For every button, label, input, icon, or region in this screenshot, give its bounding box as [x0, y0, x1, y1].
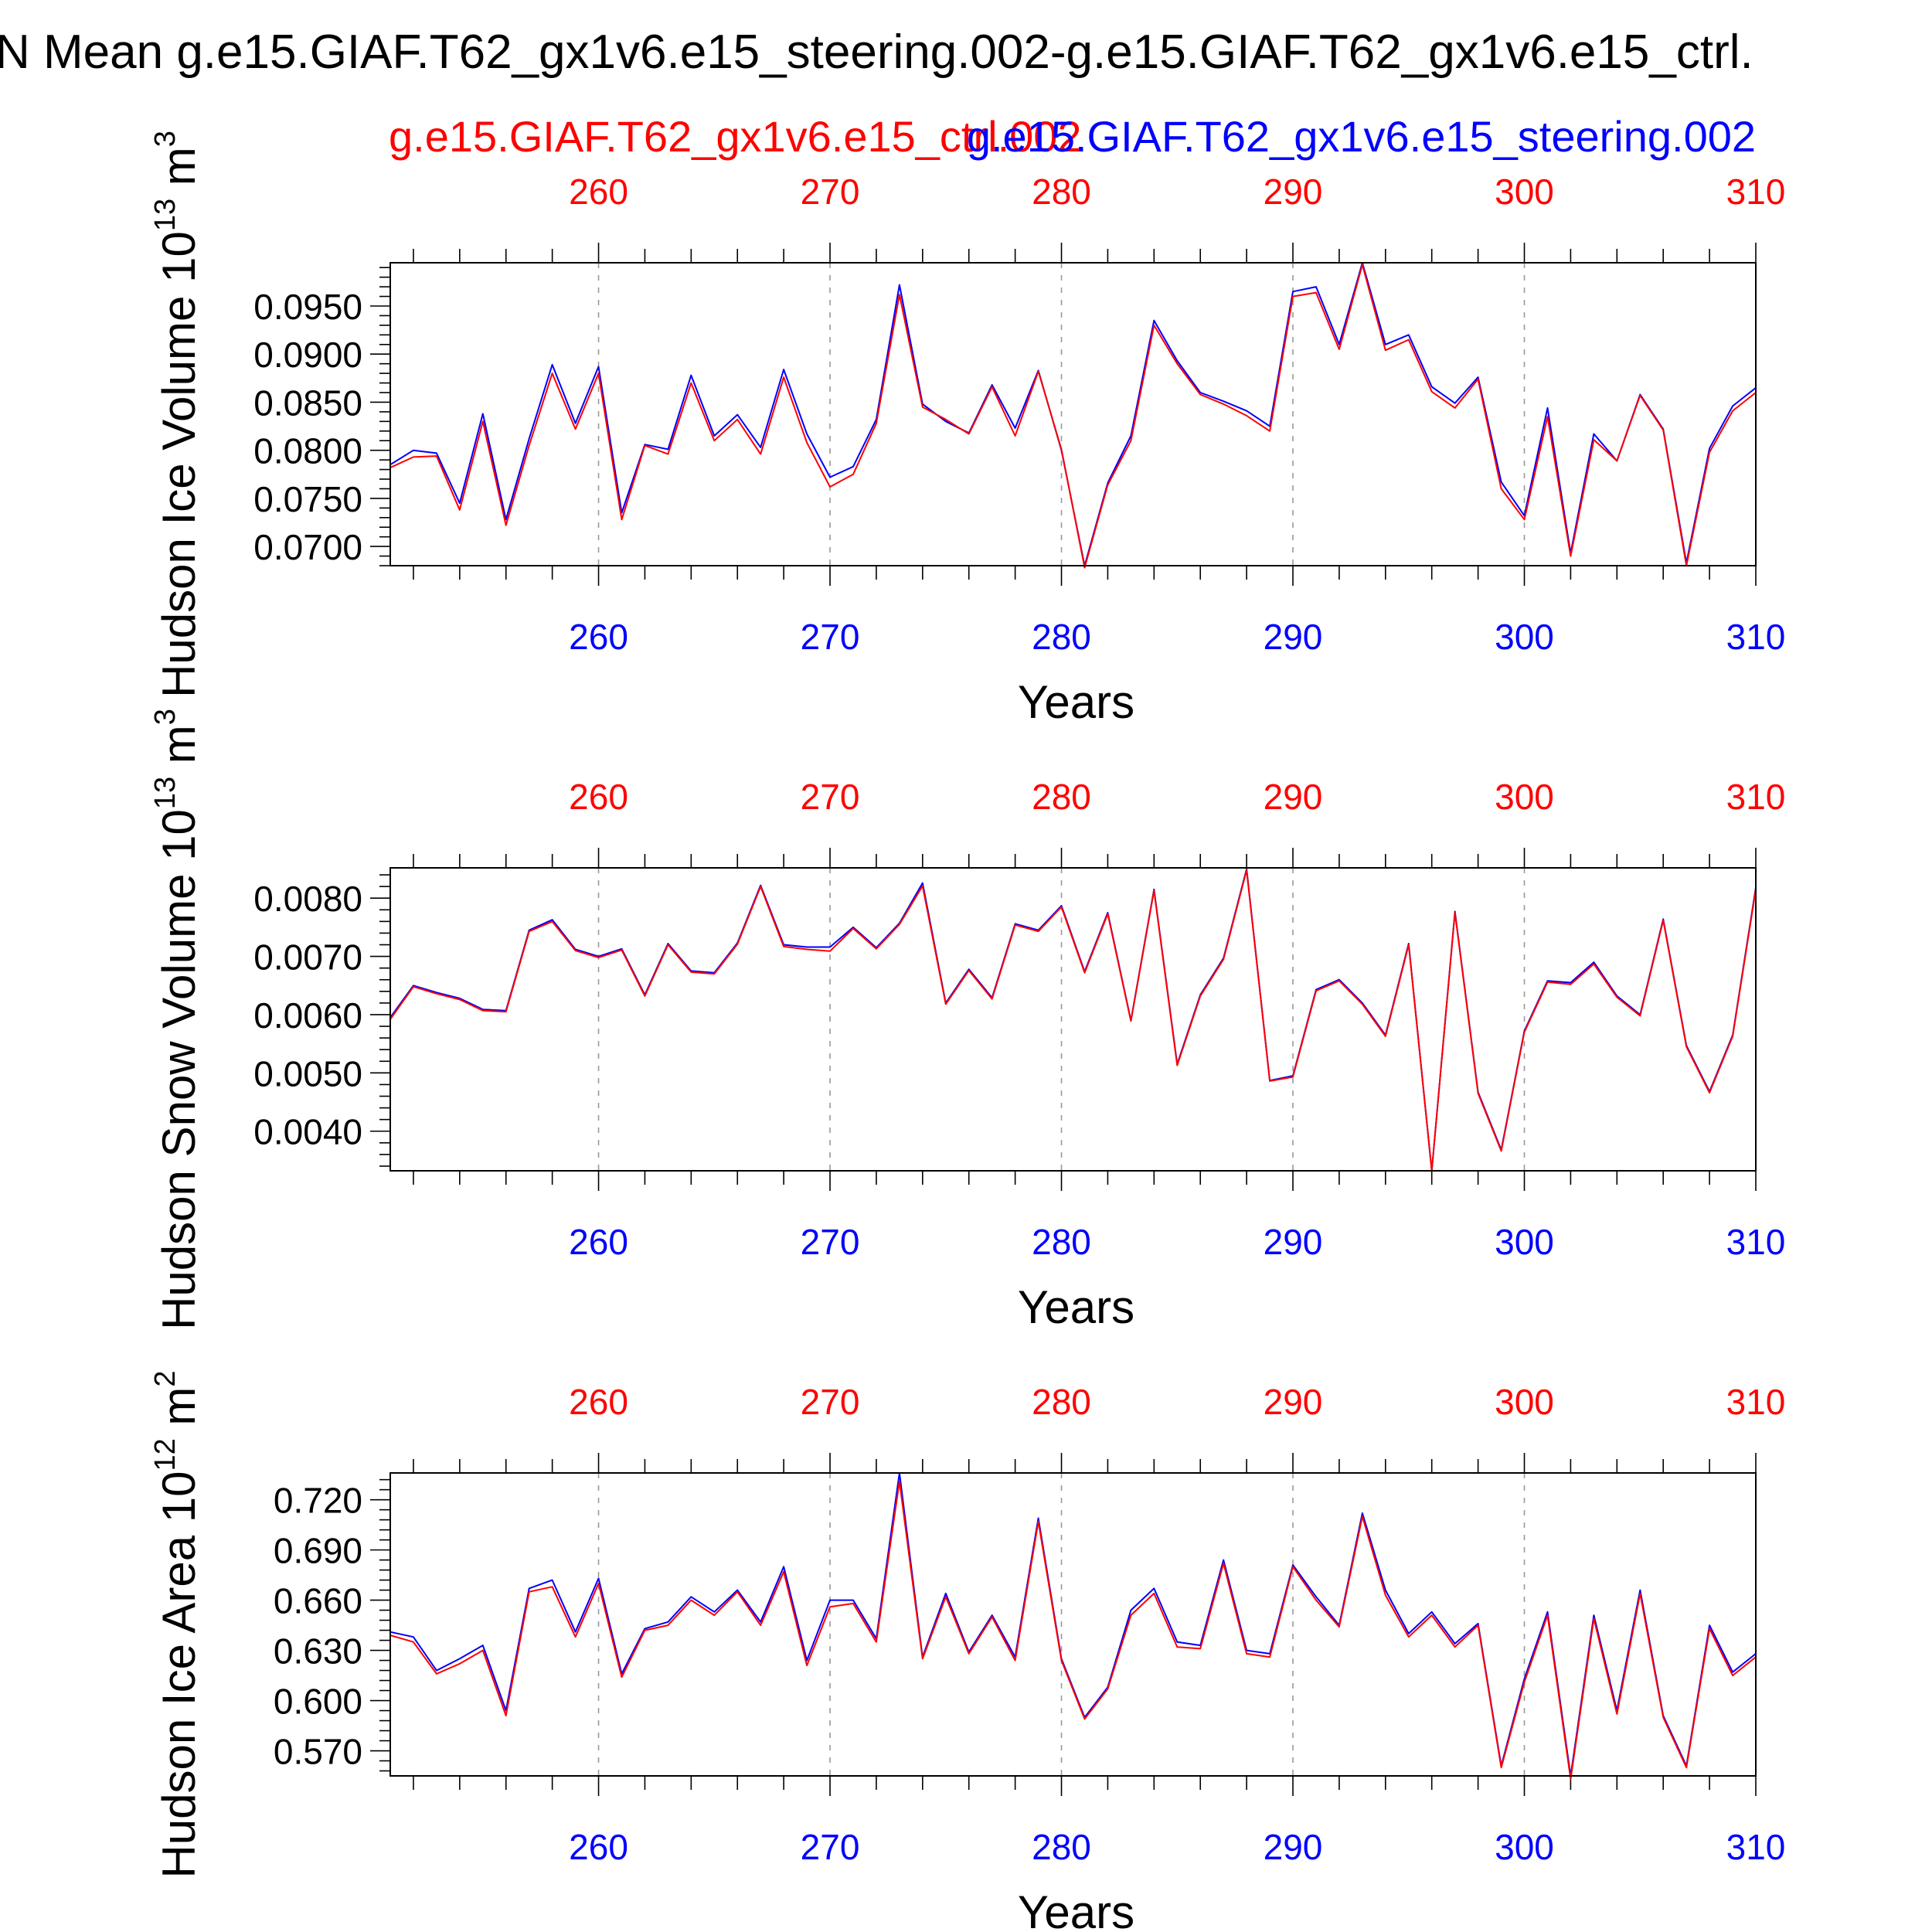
y-tick-label: 0.660 — [274, 1581, 362, 1621]
chart-panel-1: 0.0700 0.0750 0.0800 0.0850 0.0900 0.0950 260 2… — [149, 131, 1785, 728]
y-tick-label: 0.0080 — [253, 879, 362, 919]
x-tick-label-top: 270 — [801, 1382, 860, 1422]
x-tick-label-top: 260 — [569, 777, 628, 817]
x-tick-label-bottom: 290 — [1264, 1827, 1323, 1867]
x-tick-label-bottom: 280 — [1032, 617, 1091, 657]
x-tick-label-top: 300 — [1495, 172, 1554, 212]
x-tick-label-bottom: 260 — [569, 1222, 628, 1262]
x-tick-label-top: 260 — [569, 1382, 628, 1422]
x-tick-label-bottom: 310 — [1726, 617, 1786, 657]
x-tick-label-bottom: 270 — [801, 1827, 860, 1867]
x-tick-label-bottom: 300 — [1495, 1222, 1554, 1262]
y-tick-label: 0.0750 — [253, 479, 362, 519]
y-tick-label: 0.0070 — [253, 937, 362, 978]
x-tick-label-top: 280 — [1032, 172, 1091, 212]
x-tick-label-top: 290 — [1264, 777, 1323, 817]
x-tick-label-bottom: 310 — [1726, 1827, 1786, 1867]
x-tick-label-top: 270 — [801, 172, 860, 212]
x-tick-label-top: 280 — [1032, 777, 1091, 817]
y-tick-label: 0.0900 — [253, 335, 362, 375]
x-tick-label-top: 290 — [1264, 172, 1323, 212]
legend-ctrl-label: g.e15.GIAF.T62_gx1v6.e15_ctrl.002 — [389, 112, 1082, 161]
x-tick-label-top: 310 — [1726, 777, 1786, 817]
x-tick-label-top: 280 — [1032, 1382, 1091, 1422]
x-tick-label-top: 300 — [1495, 777, 1554, 817]
x-tick-label-bottom: 300 — [1495, 617, 1554, 657]
x-tick-label-top: 260 — [569, 172, 628, 212]
x-tick-label-bottom: 300 — [1495, 1827, 1554, 1867]
series-line-ctrl — [389, 264, 1757, 569]
x-axis-title: Years — [1018, 1281, 1134, 1333]
x-tick-label-top: 270 — [801, 777, 860, 817]
chart-panel-3: 0.570 0.600 0.630 0.660 0.690 0.720 260 260 270 2… — [149, 1370, 1785, 1932]
y-tick-label: 0.0700 — [253, 527, 362, 567]
y-axis-title: Hudson Ice Area 1012 m2 — [149, 1370, 205, 1878]
series-line-steering — [389, 868, 1757, 1172]
x-tick-label-bottom: 310 — [1726, 1222, 1786, 1262]
series-line-steering — [389, 262, 1757, 566]
x-tick-label-bottom: 290 — [1264, 1222, 1323, 1262]
y-tick-label: 0.0800 — [253, 431, 362, 471]
y-tick-label: 0.690 — [274, 1531, 362, 1571]
y-tick-label: 0.0060 — [253, 995, 362, 1036]
x-tick-label-bottom: 280 — [1032, 1827, 1091, 1867]
y-tick-label: 0.0950 — [253, 287, 362, 327]
y-axis-title: Hudson Snow Volume 1013 m3 — [149, 709, 205, 1330]
chart-panel-2: 0.0040 0.0050 0.0060 0.0070 0.0080 260 260 270 2… — [149, 709, 1785, 1333]
x-tick-label-top: 300 — [1495, 1382, 1554, 1422]
legend-steering-label: g.e15.GIAF.T62_gx1v6.e15_steering.002 — [967, 112, 1756, 161]
plot-frame — [389, 262, 1757, 566]
y-tick-label: 0.720 — [274, 1481, 362, 1521]
y-axis-title: Hudson Ice Volume 1013 m3 — [149, 131, 205, 698]
x-tick-label-bottom: 260 — [569, 617, 628, 657]
x-tick-label-bottom: 270 — [801, 617, 860, 657]
plot-frame — [389, 1472, 1757, 1777]
figure-title: N Mean g.e15.GIAF.T62_gx1v6.e15_steering… — [0, 26, 1753, 79]
x-axis-title: Years — [1018, 1886, 1134, 1932]
y-tick-label: 0.630 — [274, 1631, 362, 1672]
x-tick-label-bottom: 260 — [569, 1827, 628, 1867]
y-tick-label: 0.600 — [274, 1682, 362, 1722]
y-tick-label: 0.0040 — [253, 1112, 362, 1152]
panels: 0.0700 0.0750 0.0800 0.0850 0.0900 0.0950 260 2… — [149, 131, 1785, 1932]
y-tick-label: 0.0850 — [253, 383, 362, 423]
x-tick-label-top: 310 — [1726, 1382, 1786, 1422]
x-tick-label-bottom: 280 — [1032, 1222, 1091, 1262]
series-line-steering — [389, 1472, 1757, 1777]
plot-frame — [389, 867, 1757, 1172]
y-tick-label: 0.0050 — [253, 1053, 362, 1094]
x-tick-label-top: 310 — [1726, 172, 1786, 212]
x-tick-label-bottom: 270 — [801, 1222, 860, 1262]
x-tick-label-top: 290 — [1264, 1382, 1323, 1422]
x-axis-title: Years — [1018, 676, 1134, 728]
series-line-ctrl — [389, 869, 1757, 1172]
x-tick-label-bottom: 290 — [1264, 617, 1323, 657]
y-tick-label: 0.570 — [274, 1732, 362, 1772]
series-line-ctrl — [389, 1480, 1757, 1781]
